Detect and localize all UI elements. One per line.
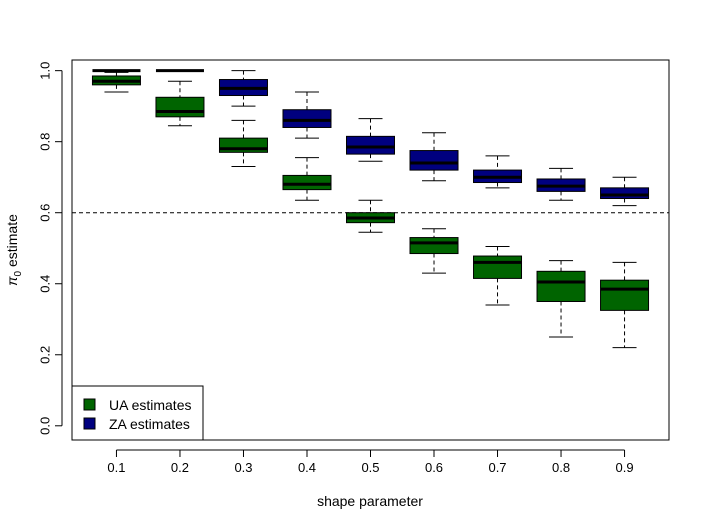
box-iqr xyxy=(409,150,459,171)
box-za-0.7 xyxy=(473,155,523,189)
y-tick-label: 0.8 xyxy=(38,133,53,151)
box-iqr xyxy=(282,109,332,128)
box-ua-0.2 xyxy=(155,80,205,127)
x-tick-label: 0.7 xyxy=(488,460,506,475)
legend-swatch-za xyxy=(83,417,96,430)
x-tick-label: 0.4 xyxy=(298,460,316,475)
box-ua-0.5 xyxy=(346,199,395,233)
x-axis-title: shape parameter xyxy=(317,493,423,509)
box-iqr xyxy=(600,187,650,200)
plot-frame xyxy=(71,59,670,441)
x-tick-label: 0.6 xyxy=(425,460,443,475)
box-ua-0.6 xyxy=(409,228,459,274)
y-axis: 0.0 0.2 0.4 0.6 0.8 1.0 xyxy=(38,62,63,435)
box-ua-0.4 xyxy=(282,157,332,201)
box-iqr xyxy=(473,255,523,279)
box-ua-0.7 xyxy=(473,245,523,306)
x-tick-label: 0.5 xyxy=(361,460,379,475)
box-za-0.8 xyxy=(536,167,586,201)
y-tick-label: 0.4 xyxy=(38,275,53,293)
box-iqr xyxy=(409,237,459,255)
box-za-0.6 xyxy=(409,132,459,182)
boxes-layer xyxy=(91,69,650,349)
y-axis-title-text: estimate xyxy=(4,214,20,271)
box-iqr xyxy=(282,174,332,191)
box-ua-0.8 xyxy=(536,260,586,338)
y-axis-title-subscript: 0 xyxy=(13,270,24,276)
legend-box xyxy=(71,385,204,441)
x-tick-label: 0.9 xyxy=(616,460,634,475)
legend: UA estimates ZA estimates xyxy=(71,385,204,441)
box-za-0.9 xyxy=(600,176,650,207)
box-za-0.5 xyxy=(346,118,395,162)
legend-label-ua: UA estimates xyxy=(109,397,191,413)
legend-swatch-ua xyxy=(83,398,96,411)
x-axis: 0.1 0.2 0.3 0.4 0.5 0.6 0.7 0.8 0.9 xyxy=(107,449,634,475)
x-tick-label: 0.3 xyxy=(234,460,252,475)
box-iqr xyxy=(600,279,650,311)
box-iqr xyxy=(536,270,586,302)
x-tick-label: 0.8 xyxy=(552,460,570,475)
box-ua-0.3 xyxy=(218,119,268,168)
box-iqr xyxy=(346,135,395,155)
legend-label-za: ZA estimates xyxy=(109,416,190,432)
y-tick-label: 0.2 xyxy=(38,346,53,364)
y-tick-label: 0.6 xyxy=(38,204,53,222)
y-axis-title-symbol: π xyxy=(4,276,20,286)
x-tick-label: 0.2 xyxy=(171,460,189,475)
y-tick-label: 1.0 xyxy=(38,62,53,80)
box-ua-0.9 xyxy=(600,261,650,349)
box-za-0.3 xyxy=(218,70,268,107)
box-za-0.4 xyxy=(282,91,332,139)
y-tick-label: 0.0 xyxy=(38,417,53,435)
y-axis-title: π0 estimate xyxy=(4,214,24,286)
x-tick-label: 0.1 xyxy=(107,460,125,475)
box-ua-0.1 xyxy=(91,71,141,93)
box-iqr xyxy=(155,96,205,118)
